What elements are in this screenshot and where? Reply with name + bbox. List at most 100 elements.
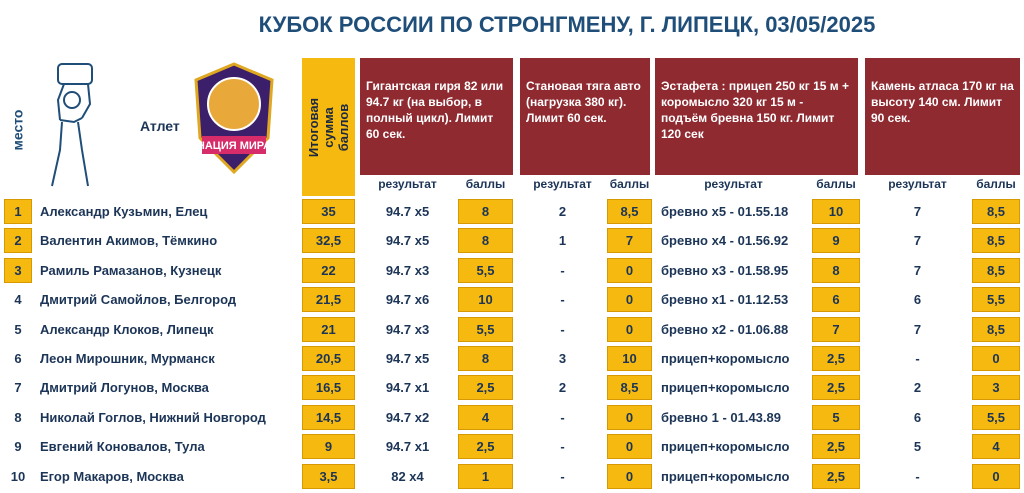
cell: 1	[4, 199, 32, 224]
cell: -	[560, 321, 565, 337]
cell: 5	[14, 321, 22, 337]
cell: -	[915, 468, 920, 484]
cell: 5,5	[458, 257, 513, 283]
athlete-name: Валентин Акимов, Тёмкино	[40, 233, 218, 249]
cell: бревно x5 - 01.55.18	[661, 204, 789, 219]
title: КУБОК РОССИИ ПО СТРОНГМЕНУ, Г. ЛИПЕЦК, 0…	[258, 12, 876, 37]
cell: 14,5	[302, 404, 355, 430]
cell: 8,5	[972, 257, 1020, 283]
cell: 82 x4	[391, 468, 424, 484]
cell: 7	[913, 321, 922, 337]
cell: 0	[607, 463, 652, 489]
cell: 2	[913, 380, 922, 396]
cell: 5,5	[972, 287, 1020, 313]
column-header: баллы	[976, 177, 1016, 191]
event-description: Гигантская гиря 82 или 94.7 кг (на выбор…	[360, 58, 513, 175]
cell: 10	[458, 287, 513, 313]
athlete-name: Рамиль Рамазанов, Кузнецк	[40, 262, 222, 278]
cell: 6	[913, 292, 922, 308]
cell: 7	[14, 380, 22, 396]
cell: 8,5	[972, 228, 1020, 254]
cell: 21,5	[302, 287, 355, 313]
cell: бревно 1 - 01.43.89	[661, 409, 781, 425]
cell: 0	[972, 463, 1020, 489]
cell: 5,5	[458, 316, 513, 342]
cell: -	[560, 262, 565, 278]
cell: 4	[14, 292, 22, 308]
cell: 2,5	[812, 375, 860, 401]
cell: 7	[913, 233, 922, 249]
cell: 8	[458, 346, 513, 371]
athlete-name: Егор Макаров, Москва	[40, 468, 184, 484]
logo: НАЦИЯ МИРА	[194, 62, 274, 175]
cell: 8	[812, 257, 860, 283]
total-header-text: Итоговая сумма баллов	[306, 97, 351, 157]
cell: 3	[558, 351, 567, 366]
cell: 2,5	[812, 346, 860, 371]
cell: 94.7 x2	[385, 409, 430, 425]
cell: 3	[4, 257, 32, 283]
cell: 0	[607, 404, 652, 430]
cell: 8,5	[972, 199, 1020, 224]
cell: 20,5	[302, 346, 355, 371]
cell: 8,5	[607, 199, 652, 224]
cell: 8	[458, 199, 513, 224]
cell: 9	[812, 228, 860, 254]
cell: 10	[10, 468, 26, 484]
cell: 8	[458, 228, 513, 254]
event-description: Эстафета : прицеп 250 кг 15 м + коромысл…	[655, 58, 858, 175]
cell: 94.7 x1	[385, 439, 430, 455]
logo-text: НАЦИЯ МИРА	[197, 140, 271, 152]
cell: 6	[14, 351, 22, 366]
cell: -	[560, 292, 565, 308]
cell: 22	[302, 257, 355, 283]
cell: 1	[458, 463, 513, 489]
cell: 8,5	[607, 375, 652, 401]
cell: бревно x4 - 01.56.92	[661, 233, 789, 249]
cell: прицеп+коромысло	[661, 468, 790, 484]
cell: 16,5	[302, 375, 355, 401]
column-header: результат	[533, 177, 592, 191]
athlete-name: Дмитрий Самойлов, Белгород	[40, 292, 237, 308]
athlete-name: Николай Гоглов, Нижний Новгород	[40, 409, 266, 425]
athlete-name: Дмитрий Логунов, Москва	[40, 380, 209, 396]
cell: 0	[607, 287, 652, 313]
cell: 7	[913, 262, 922, 278]
cell: 32,5	[302, 228, 355, 254]
cell: 7	[812, 316, 860, 342]
cell: 5	[913, 439, 922, 455]
place-header: место	[2, 95, 32, 165]
cell: прицеп+коромысло	[661, 351, 790, 366]
cell: 0	[607, 257, 652, 283]
athlete-name: Александр Кузьмин, Елец	[40, 204, 208, 219]
athlete-header: Атлет	[140, 118, 180, 134]
cell: 2,5	[812, 434, 860, 460]
event-description: Становая тяга авто (нагрузка 380 кг). Ли…	[520, 58, 650, 175]
cell: 6	[812, 287, 860, 313]
cell: бревно x2 - 01.06.88	[661, 321, 789, 337]
cell: -	[915, 351, 920, 366]
cell: 94.7 x3	[385, 321, 430, 337]
cell: 5,5	[972, 404, 1020, 430]
cell: 7	[913, 204, 922, 219]
column-header: результат	[888, 177, 947, 191]
cell: -	[560, 468, 565, 484]
column-header: результат	[704, 177, 763, 191]
cell: 2,5	[812, 463, 860, 489]
cell: 0	[607, 434, 652, 460]
cell: 8	[14, 409, 22, 425]
cell: бревно x3 - 01.58.95	[661, 262, 789, 278]
cell: 9	[302, 434, 355, 460]
athlete-name: Александр Клоков, Липецк	[40, 321, 214, 337]
column-header: баллы	[816, 177, 856, 191]
cell: 3,5	[302, 463, 355, 489]
cell: прицеп+коромысло	[661, 380, 790, 396]
cell: 2	[4, 228, 32, 254]
cell: 3	[972, 375, 1020, 401]
cell: 4	[972, 434, 1020, 460]
cell: 2	[558, 204, 567, 219]
cell: 5	[812, 404, 860, 430]
cell: 0	[607, 316, 652, 342]
cell: 4	[458, 404, 513, 430]
